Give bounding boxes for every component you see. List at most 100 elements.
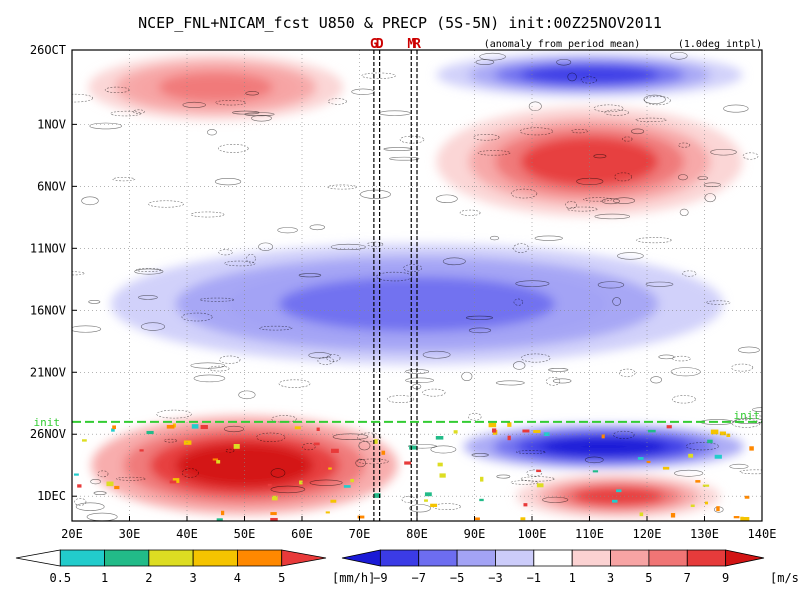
contour-line — [622, 136, 633, 142]
contour-line — [682, 270, 697, 277]
contour-line — [519, 127, 554, 136]
contour-line — [97, 470, 109, 478]
contour-line — [245, 91, 260, 96]
contour-line — [72, 325, 102, 333]
precip-speckle — [169, 480, 177, 484]
contour-line — [548, 368, 569, 372]
contour-line — [465, 315, 494, 320]
contour-line — [704, 193, 716, 203]
contour-line — [72, 93, 94, 103]
precip-colorbar-units: [mm/h] — [332, 571, 375, 585]
precip-speckle — [740, 516, 744, 521]
precip-speckle — [200, 425, 208, 430]
y-tick-label-26NOV: 26NOV — [30, 427, 66, 441]
contour-line — [461, 371, 473, 382]
contour-line — [399, 135, 425, 144]
contour-line — [422, 388, 446, 397]
contour-line — [430, 445, 457, 454]
precip-speckle — [702, 484, 710, 487]
contour-line — [258, 242, 273, 251]
precip-speckle — [435, 436, 444, 440]
precip-speckle — [373, 439, 378, 444]
contour-line — [513, 361, 526, 370]
precip-speckle — [744, 495, 750, 499]
contour-line — [571, 128, 589, 134]
u850-colorbar-swatch-4 — [495, 549, 535, 567]
contour-line — [566, 206, 598, 212]
u850-colorbar-swatch-0 — [341, 549, 381, 567]
contour-line — [360, 189, 391, 199]
precip-speckle — [111, 428, 115, 432]
u850-colorbar-swatch-3 — [456, 549, 496, 567]
contour-line — [422, 350, 451, 359]
precip-speckle — [592, 470, 599, 473]
precip-speckle — [726, 433, 731, 438]
x-tick-label-140E: 140E — [748, 527, 777, 541]
u850-anomaly-positive-0-level-3 — [158, 72, 274, 103]
precip-speckle — [381, 450, 386, 455]
contour-line — [88, 300, 101, 304]
contour-line — [116, 476, 146, 481]
u850-colorbar-level-label-6: 3 — [607, 571, 614, 585]
precip-speckle — [637, 457, 644, 460]
contour-line — [534, 235, 563, 241]
contour-line — [270, 468, 286, 478]
contour-line — [597, 281, 625, 289]
contour-line — [405, 377, 434, 383]
precip-speckle — [166, 424, 175, 429]
contour-line — [496, 474, 511, 479]
x-axis: 20E 30E 40E 50E 60E 70E 80E 90E 100E 110E 120E 130E… — [61, 516, 776, 541]
contour-line — [218, 249, 233, 256]
contour-line — [671, 395, 696, 404]
contour-line — [256, 432, 286, 442]
marker-label-D: D — [376, 37, 384, 52]
contour-line — [258, 325, 293, 331]
contour-line — [378, 110, 411, 116]
contour-line — [298, 273, 322, 278]
u850-anomaly-positive-6-level-3 — [572, 486, 665, 507]
u850-colorbar-level-label-9: 9 — [722, 571, 729, 585]
precip-speckle — [313, 442, 320, 446]
contour-line — [90, 478, 101, 485]
contour-line — [219, 355, 241, 364]
contour-line — [271, 415, 297, 423]
u850-colorbar-level-label-7: 5 — [645, 571, 652, 585]
contour-line — [479, 52, 506, 61]
x-tick-label-60E: 60E — [291, 527, 313, 541]
precip-speckle — [480, 476, 484, 482]
contour-line — [386, 395, 415, 403]
contour-line — [552, 378, 572, 384]
precip-speckle — [601, 434, 605, 439]
precip-speckle — [424, 492, 432, 497]
contour-line — [190, 211, 225, 218]
precip-speckle — [404, 461, 412, 465]
contour-line — [583, 197, 613, 202]
contour-line — [326, 354, 341, 362]
y-tick-label-1NOV: 1NOV — [37, 117, 66, 131]
contour-line — [738, 346, 760, 354]
contour-line — [224, 260, 256, 267]
precip-speckle — [221, 510, 225, 516]
precip-speckle — [695, 480, 701, 483]
precip-speckle — [492, 428, 497, 433]
precip-speckle — [299, 480, 303, 485]
x-tick-label-50E: 50E — [234, 527, 256, 541]
precip-speckle — [741, 517, 750, 521]
contour-line — [495, 380, 525, 386]
contour-line — [403, 264, 423, 272]
contour-line — [542, 496, 569, 503]
precip-speckle — [271, 495, 278, 501]
contour-line — [723, 104, 749, 113]
precip-colorbar-level-label-5: 5 — [278, 571, 285, 585]
precip-speckle — [707, 439, 713, 444]
u850-anomaly-negative-5-level-3 — [540, 436, 668, 457]
precip-speckle — [139, 449, 144, 452]
contour-line — [510, 188, 538, 199]
contour-line — [658, 354, 675, 360]
contour-line — [672, 355, 691, 362]
contour-line — [643, 94, 666, 104]
contour-line — [635, 117, 667, 123]
contour-line — [148, 200, 185, 208]
chart-title: NCEP_FNL+NICAM_fcst U850 & PRECP (5S-5N)… — [138, 14, 662, 32]
contour-line — [734, 418, 762, 425]
